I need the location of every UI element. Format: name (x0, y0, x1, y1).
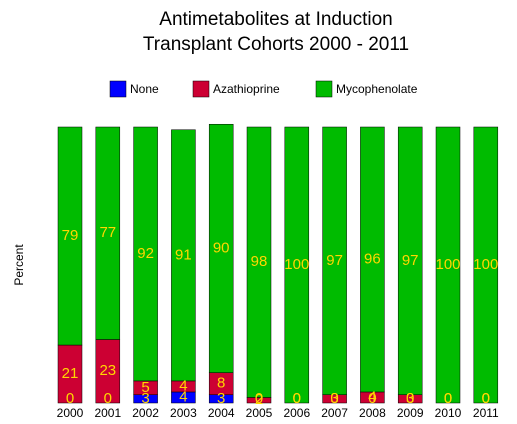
bar-segment (57, 126, 83, 346)
value-label: 100 (473, 256, 498, 273)
value-label: 98 (251, 253, 268, 270)
value-label: 91 (175, 246, 192, 263)
bar-segment (473, 126, 499, 404)
bar-segment (322, 126, 347, 395)
x-tick-label: 2006 (283, 406, 310, 420)
value-label: 0 (482, 390, 490, 407)
x-tick-label: 2008 (359, 406, 386, 420)
bar-segment (133, 126, 158, 382)
value-label: 4 (179, 388, 187, 405)
chart-subtitle: Transplant Cohorts 2000 - 2011 (143, 34, 409, 55)
x-tick-label: 2009 (397, 406, 424, 420)
bar-segment (246, 126, 272, 398)
legend-swatch (192, 80, 210, 98)
value-label: 0 (368, 390, 376, 407)
value-label: 0 (104, 390, 112, 407)
value-label: 21 (62, 365, 79, 382)
value-label: 3 (330, 390, 338, 407)
value-label: 0 (293, 390, 301, 407)
x-tick-label: 2003 (170, 406, 197, 420)
value-label: 100 (284, 256, 309, 273)
value-label: 0 (293, 390, 301, 407)
bar-segment (284, 126, 310, 404)
bar-segment (435, 126, 461, 404)
value-label: 77 (99, 224, 116, 241)
value-label: 4 (179, 377, 187, 394)
value-label: 96 (364, 250, 381, 267)
x-tick-label: 2002 (132, 406, 159, 420)
bar-segment (397, 126, 423, 395)
x-tick-label: 2000 (57, 406, 84, 420)
bar-segment (57, 344, 83, 404)
value-label: 0 (406, 390, 414, 407)
value-label: 0 (444, 390, 452, 407)
y-axis-label: Percent (12, 244, 26, 286)
legend-swatch (315, 80, 333, 98)
value-label: 0 (444, 390, 452, 407)
x-tick-label: 2007 (321, 406, 348, 420)
value-label: 100 (435, 256, 460, 273)
value-label: 4 (368, 388, 376, 405)
bar-segment (360, 126, 385, 393)
value-label: 0 (482, 390, 490, 407)
value-label: 8 (217, 375, 225, 392)
value-label: 79 (62, 227, 79, 244)
legend-label: None (130, 82, 159, 96)
legend-label: Azathioprine (213, 82, 280, 96)
bar-segment (95, 126, 121, 340)
value-label: 97 (402, 252, 419, 269)
value-label: 5 (141, 379, 149, 396)
x-tick-label: 2005 (246, 406, 273, 420)
value-label: 2 (255, 391, 263, 408)
value-label: 0 (330, 390, 338, 407)
value-label: 0 (255, 390, 263, 407)
legend-swatch (109, 80, 127, 98)
x-tick-label: 2011 (473, 406, 499, 420)
legend-label: Mycophenolate (336, 82, 418, 96)
bar-segment (208, 123, 234, 373)
chart-title: Antimetabolites at Induction (159, 9, 392, 30)
value-label: 3 (141, 390, 149, 407)
value-label: 92 (137, 245, 154, 262)
x-tick-label: 2001 (94, 406, 121, 420)
bar-segment (171, 129, 196, 382)
value-label: 3 (217, 390, 225, 407)
value-label: 90 (213, 239, 230, 256)
value-label: 0 (66, 390, 74, 407)
value-label: 3 (406, 390, 414, 407)
value-label: 97 (326, 252, 343, 269)
value-label: 23 (99, 362, 116, 379)
x-tick-label: 2004 (208, 406, 235, 420)
x-tick-label: 2010 (435, 406, 462, 420)
